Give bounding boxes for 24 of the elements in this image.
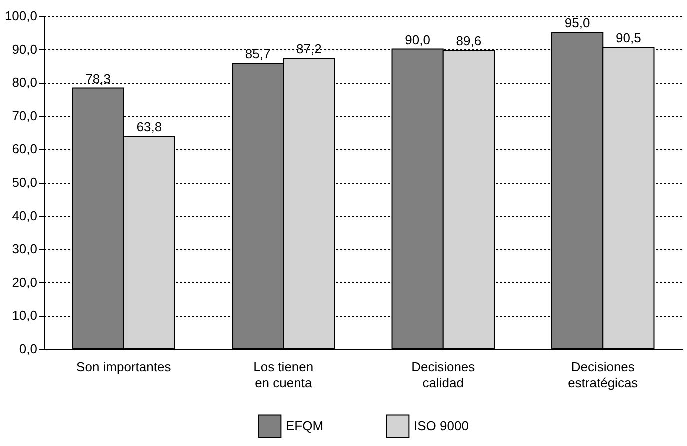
y-tick-label: 0,0 <box>19 342 38 356</box>
data-label: 78,3 <box>86 71 111 86</box>
y-tick-label: 20,0 <box>12 274 38 290</box>
legend-label: EFQM <box>286 418 324 434</box>
data-label: 90,0 <box>405 32 430 48</box>
y-tick-label: 70,0 <box>12 108 38 124</box>
legend-label: ISO 9000 <box>414 418 469 434</box>
data-label: 90,5 <box>616 30 642 46</box>
y-tick-label: 80,0 <box>12 75 38 90</box>
y-tick-label: 10,0 <box>12 308 38 324</box>
y-tick-label: 30,0 <box>12 242 38 257</box>
y-tick-label: 50,0 <box>12 175 38 190</box>
y-tick-label: 100,0 <box>4 8 38 24</box>
data-label: 87,2 <box>296 42 322 57</box>
y-tick-label: 60,0 <box>12 142 38 157</box>
y-tick-label: 90,0 <box>12 42 38 57</box>
data-label: 89,6 <box>456 34 482 49</box>
data-label: 95,0 <box>564 16 590 31</box>
x-tick-label: Decisiones estratégicas <box>568 360 639 390</box>
x-tick-label: Decisiones calidad <box>412 360 476 390</box>
data-label: 63,8 <box>136 120 162 135</box>
x-tick-label: Los tienen en cuenta <box>254 360 314 390</box>
x-tick-label: Son importantes <box>76 360 172 374</box>
y-tick-label: 40,0 <box>12 208 38 224</box>
